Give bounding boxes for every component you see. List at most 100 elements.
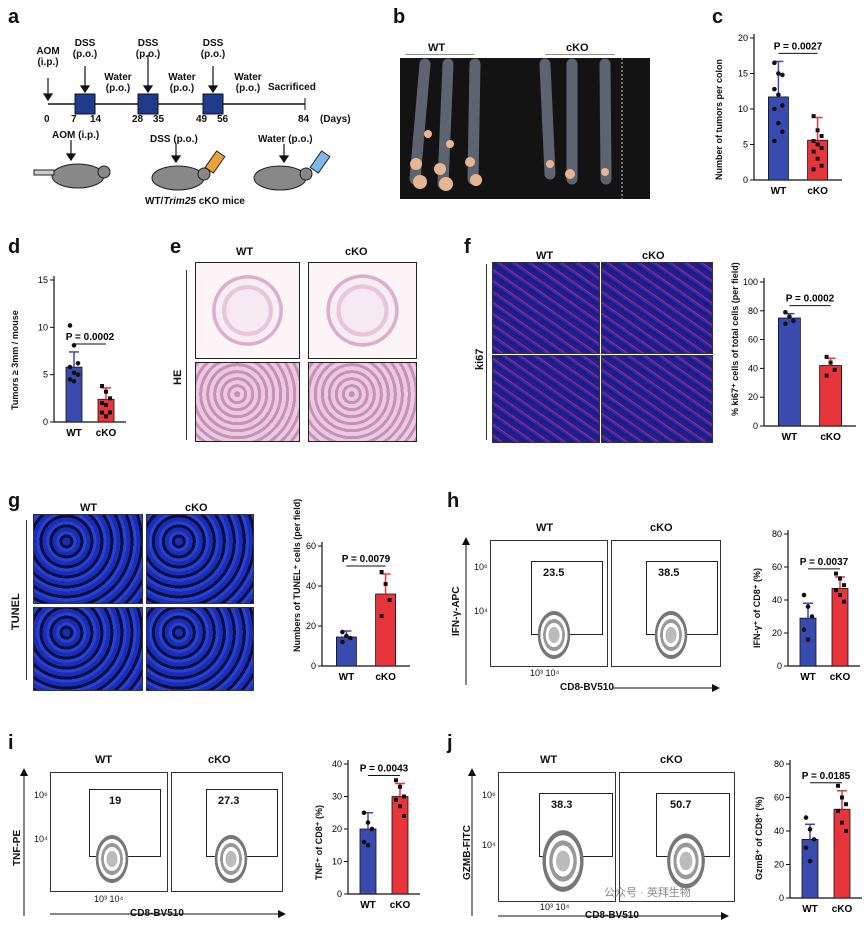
d-point-wt [75,372,81,377]
c-y-tick-label: 20 [738,33,748,43]
h-ytick-lo: 10⁴ [474,606,488,616]
c-point-cko [811,149,816,154]
i-y-tick-label: 20 [332,824,342,834]
g-y-tick-label: 60 [306,541,316,551]
g-point-wt [348,635,353,641]
c-point-wt [776,71,781,76]
e-img-wt-top [195,262,300,359]
i-wt-label: WT [95,754,113,766]
h-y-tick-label: 80 [772,529,782,539]
d-point-wt [67,364,73,370]
i-point-wt [365,842,371,848]
i-cko-label: cKO [208,754,231,766]
g-cko-label: cKO [185,502,208,514]
i-axis-arrows [20,768,286,918]
j-contour-cko [664,829,708,893]
d-y-tick-label: 0 [43,417,48,427]
e-img-cko-bottom [308,362,417,442]
g-row-label: TUNEL [10,593,22,630]
f-bar-wt [778,317,801,427]
e-img-cko-top [308,262,417,359]
j-y-tick-label: 40 [774,826,784,836]
h-point-wt [805,637,811,642]
g-p-value: P = 0.0079 [342,554,391,565]
h-bar-wt [799,617,817,667]
c-group-label: cKO [807,186,828,197]
a-day-28: 28 [132,114,144,125]
e-wt-label: WT [236,246,254,258]
a-label-sacrificed: Sacrificed [268,82,316,93]
c-p-value: P = 0.0027 [774,41,823,52]
j-cko-label: cKO [660,754,683,766]
a-label-dss-1: DSS (p.o.) [72,38,98,60]
d-ylabel: Tumors ≥ 3mm / mouse [10,310,20,410]
panel-letter-e: e [170,236,182,258]
i-point-cko [402,814,406,818]
i-p-value: P = 0.0043 [360,764,409,775]
i-ytick-hi: 10⁶ [34,790,48,800]
j-point-wt [803,845,809,851]
c-y-tick-label: 10 [738,104,748,114]
j-wt-label: WT [540,754,558,766]
j-gate-wt-value: 38.3 [551,799,573,811]
d-group-label: cKO [96,428,117,439]
c-point-cko [819,133,824,138]
c-point-wt [772,60,777,66]
a-day-7: 7 [71,114,77,125]
f-row-label: ki67 [474,348,486,370]
j-plot-cko: 50.7 [619,772,735,902]
c-point-cko [815,156,820,161]
h-y-tick-label: 20 [772,628,782,638]
i-y-tick-label: 40 [332,759,342,769]
c-ylabel: Number of tumors per colon [714,58,724,180]
h-point-wt [809,614,815,619]
h-contour-cko [652,607,690,663]
e-row-label: HE [172,369,184,385]
a-day-56: 56 [217,114,229,125]
f-y-tick-label: 0 [753,421,758,431]
g-point-wt [340,639,345,645]
c-y-tick-label: 0 [743,175,748,185]
h-ytick-hi: 10⁶ [474,562,488,572]
c-point-wt [780,72,785,78]
d-point-cko [104,402,108,407]
g-y-tick-label: 40 [306,581,316,591]
chart-d-svg: 0 5 10 15 WT cKO P = 0.0002 [38,275,126,439]
j-y-tick-label: 60 [774,793,784,803]
h-gate-cko-value: 38.5 [658,567,680,579]
f-point-wt [791,318,796,324]
f-y-tick-label: 20 [748,392,758,402]
f-group-label: cKO [820,432,841,443]
b-wt-label: WT [428,42,446,54]
g-wt-label: WT [80,502,98,514]
a-caption: WT/Trim25 cKO mice [145,196,245,207]
j-point-cko [840,795,844,800]
a-mouse-label-dss: DSS (p.o.) [150,134,198,145]
d-point-wt [75,361,81,366]
h-yaxis: IFN-γ-APC [451,586,462,636]
f-row-bracket [486,264,487,440]
panel-letter-c: c [712,6,724,28]
panel-letter-g: g [8,490,21,512]
g-bar-wt [336,636,357,667]
c-point-cko [811,167,816,172]
i-plot-cko: 27.3 [171,772,283,892]
chart-c-svg: 0 5 10 15 20 WT cKO P = 0.0027 [738,33,842,197]
i-contour-wt [93,831,131,887]
h-wt-label: WT [536,522,554,534]
j-point-wt [807,827,813,832]
h-gate-wt-value: 23.5 [543,567,565,579]
b-photo [400,54,650,199]
i-xticks: 10³ 10⁴ [94,894,124,904]
j-point-cko [844,802,848,807]
g-point-cko [379,570,384,574]
f-point-wt [783,321,788,327]
watermark: 公众号 · 英拜生物 [604,887,691,899]
i-point-cko [402,794,406,799]
f-y-tick-label: 60 [748,335,758,345]
h-group-label: cKO [830,672,851,683]
a-mouse-label-water: Water (p.o.) [258,134,313,145]
h-xticks: 10³ 10⁴ [530,668,560,678]
chart-i-svg: 0 10 20 30 40 WT cKO P = 0.0043 [332,759,420,911]
h-point-wt [801,592,807,598]
